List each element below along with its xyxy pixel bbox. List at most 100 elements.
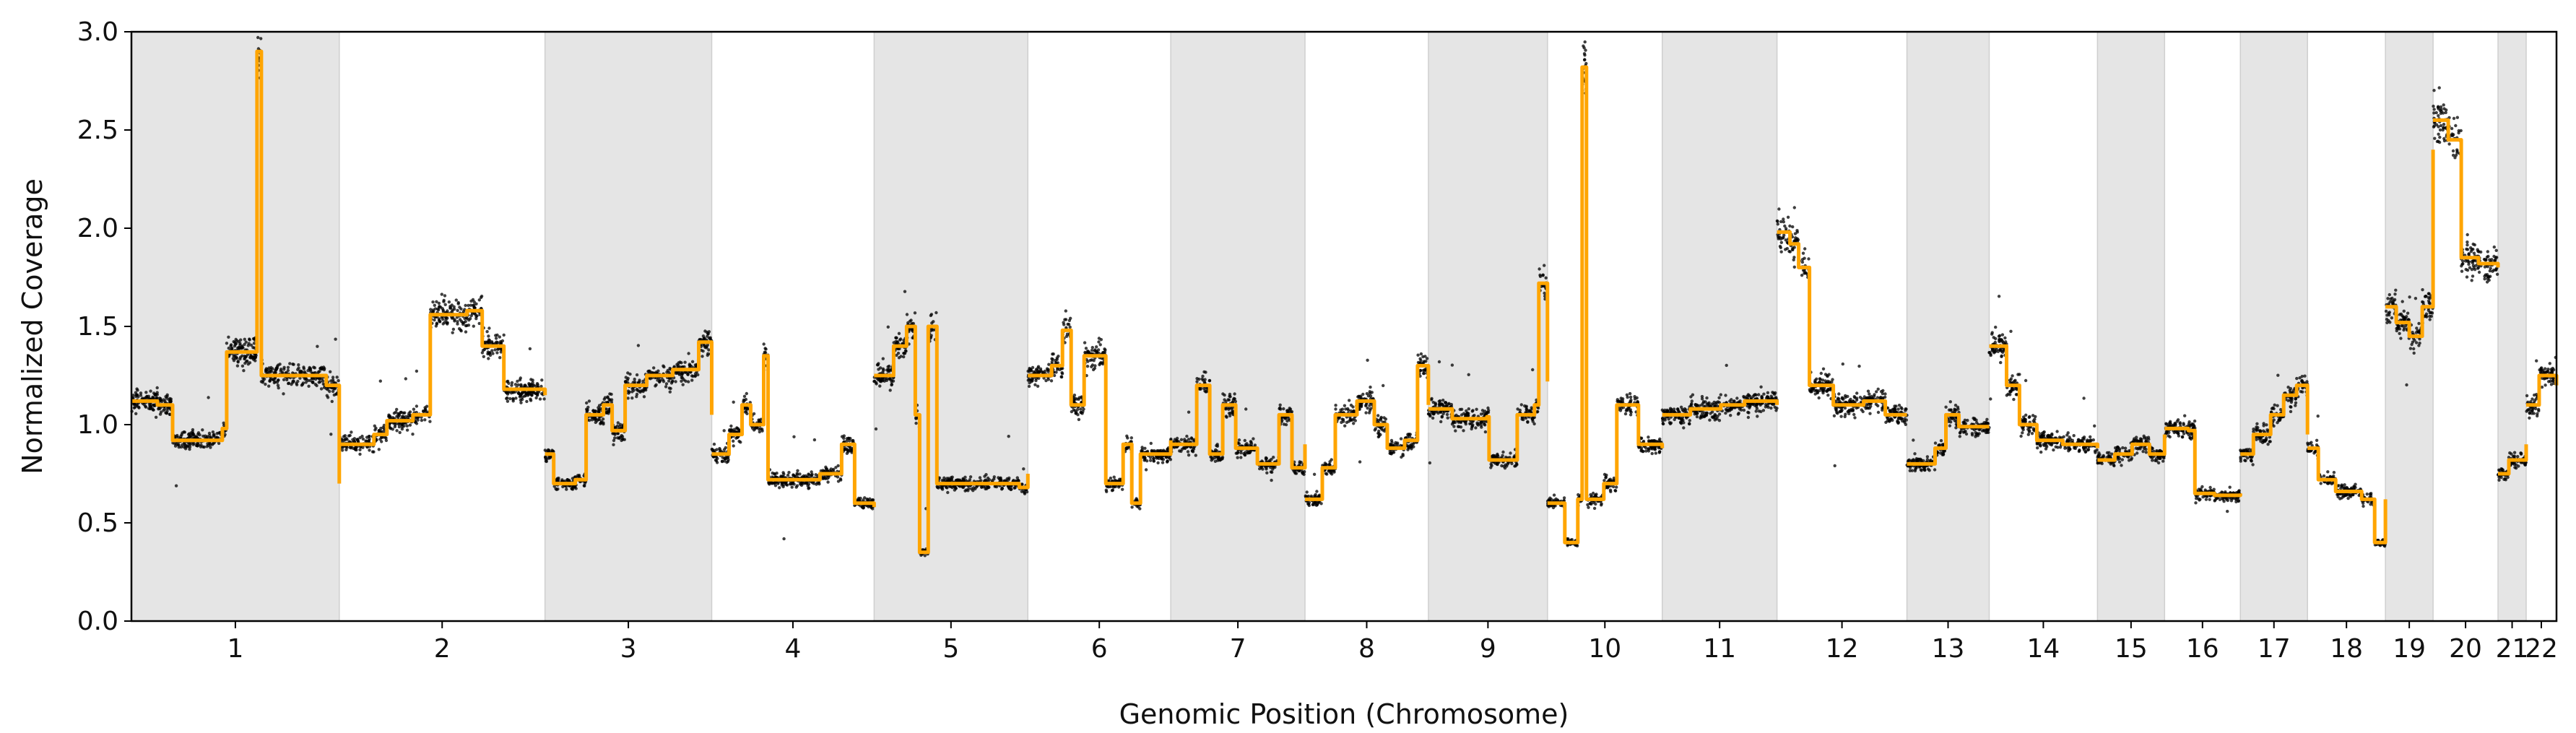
coverage-point [1506,462,1509,466]
coverage-point [572,485,576,489]
coverage-point [1376,414,1380,417]
coverage-point [1419,352,1423,356]
coverage-point [898,338,902,342]
coverage-point [1223,393,1226,397]
coverage-point [487,334,490,338]
coverage-point [477,298,481,302]
coverage-point [664,385,668,389]
coverage-point [583,482,587,485]
coverage-point [1369,394,1373,398]
coverage-point [1379,415,1383,420]
coverage-point [215,432,219,435]
coverage-point [1538,267,1541,271]
coverage-point [745,391,749,396]
coverage-point [1474,426,1478,430]
coverage-point [1649,439,1653,443]
coverage-point [155,386,159,390]
coverage-point [174,484,178,487]
coverage-point [723,459,727,463]
coverage-point [1278,403,1282,407]
coverage-point [1543,264,1546,267]
coverage-point [271,367,274,370]
coverage-point [313,377,318,381]
coverage-point [551,449,555,453]
coverage-point [1035,368,1039,372]
coverage-point [554,487,558,490]
coverage-point [528,347,532,351]
coverage-point [845,439,849,443]
coverage-point [1583,40,1587,44]
coverage-point [1237,438,1241,442]
coverage-point [1439,420,1443,424]
coverage-point [222,423,226,428]
coverage-point [1629,410,1633,414]
coverage-point [148,404,152,407]
coverage-point [420,418,424,422]
coverage-point [1244,451,1247,454]
coverage-point [968,475,973,479]
coverage-point [1045,367,1049,370]
coverage-point [947,477,950,480]
coverage-point [1082,407,1085,411]
coverage-point [929,335,933,339]
coverage-point [243,361,247,365]
coverage-point [612,438,616,443]
coverage-point [758,430,762,434]
coverage-point [368,448,371,452]
coverage-point [326,396,330,399]
coverage-point [669,386,672,391]
coverage-point [721,456,724,459]
coverage-point [1423,355,1427,358]
coverage-point [277,386,280,390]
coverage-point [1623,412,1628,416]
coverage-point [298,369,303,373]
coverage-point [763,350,767,354]
coverage-point [465,316,469,321]
coverage-point [672,365,676,368]
coverage-point [397,425,402,429]
chromosome-shading [131,31,2527,622]
coverage-point [1600,503,1603,507]
coverage-point [240,354,244,357]
coverage-point [437,317,441,321]
coverage-point [242,369,246,373]
coverage-point [1175,436,1179,441]
coverage-point [603,396,607,399]
coverage-point [461,321,464,324]
coverage-point [511,396,515,401]
coverage-point [1077,417,1081,422]
coverage-point [259,37,263,40]
coverage-point [773,484,778,487]
coverage-point [526,394,530,397]
coverage-point [1249,441,1253,444]
coverage-point [1051,352,1055,356]
coverage-point [1168,458,1173,461]
coverage-point [1246,451,1251,454]
coverage-point [1475,407,1478,411]
coverage-point [874,427,878,431]
coverage-point [1554,497,1558,501]
coverage-point [217,441,221,446]
coverage-point [1531,368,1535,372]
coverage-point [240,364,245,368]
coverage-point [639,389,643,393]
coverage-point [1050,360,1054,364]
coverage-point [1007,476,1011,480]
coverage-point [840,435,844,438]
coverage-point [361,446,365,449]
coverage-point [680,372,684,376]
coverage-point [464,320,467,324]
coverage-point [247,342,251,345]
coverage-point [1462,429,1465,433]
coverage-point [950,475,954,479]
coverage-point [1591,491,1595,495]
coverage-point [863,496,867,500]
coverage-point [882,379,887,383]
coverage-point [1548,498,1552,502]
coverage-point [463,316,467,321]
coverage-point [1097,340,1101,344]
coverage-point [238,343,242,347]
coverage-point [1352,422,1356,425]
coverage-point [1015,476,1020,480]
coverage-point [282,378,286,381]
